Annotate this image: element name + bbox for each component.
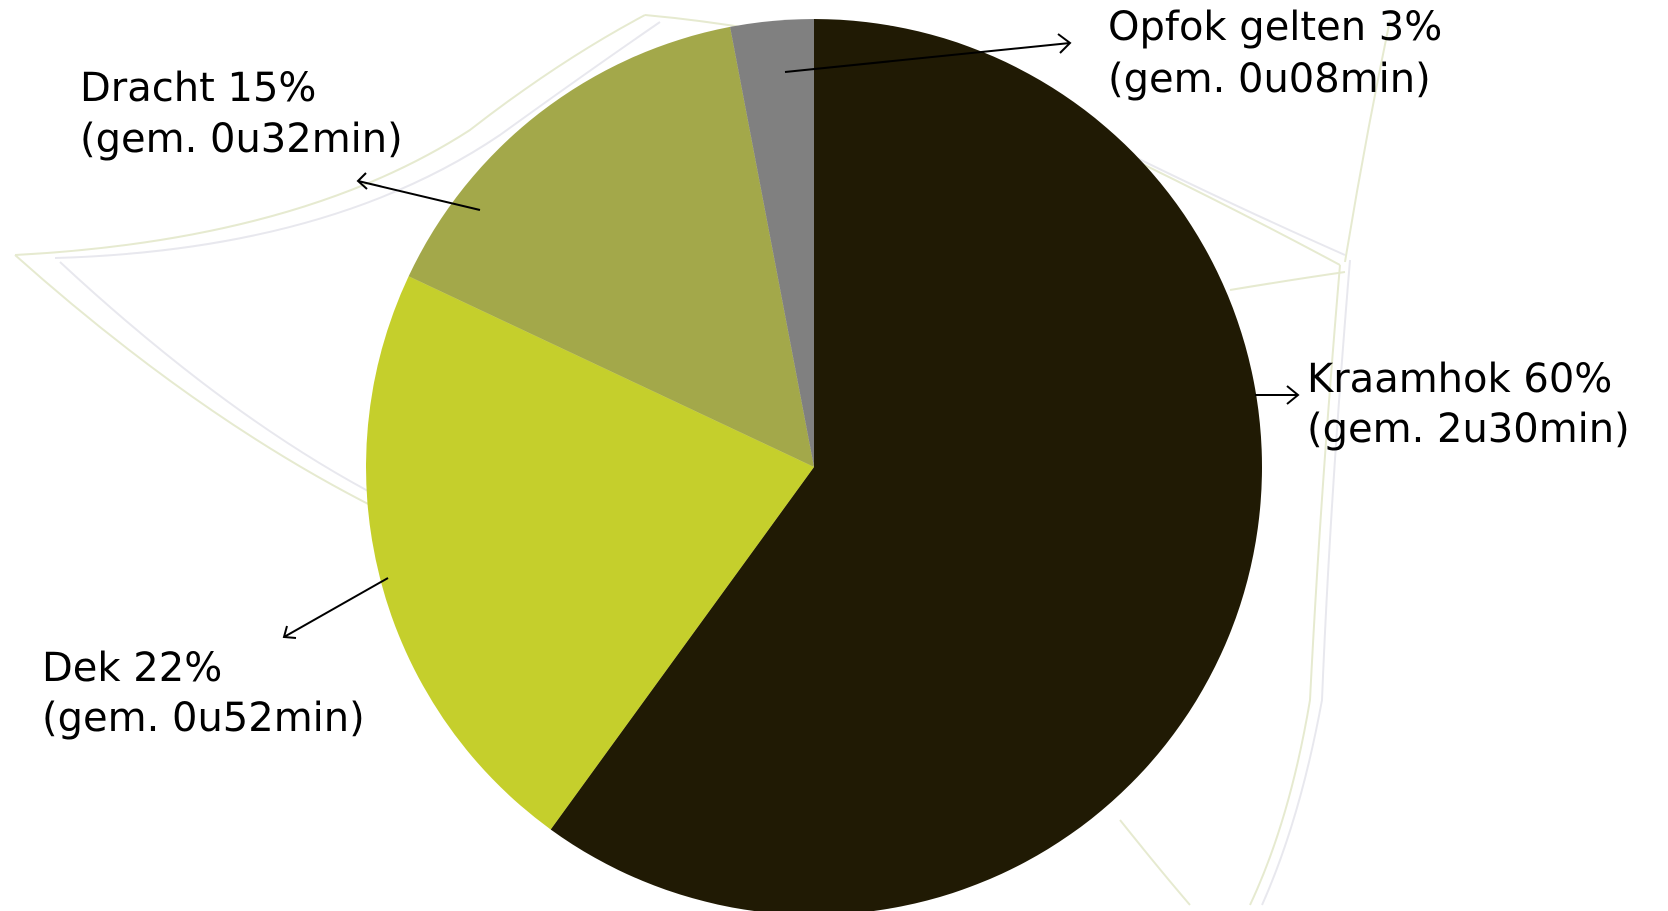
pie-slices bbox=[366, 19, 1262, 911]
leader-lines bbox=[282, 33, 1300, 639]
pie-slice-dracht bbox=[408, 26, 814, 468]
arrowhead-dracht bbox=[356, 172, 368, 190]
slice-label-dek-sub: (gem. 0u52min) bbox=[42, 695, 365, 741]
pie-slice-opfok bbox=[730, 19, 814, 467]
slice-label-kraamhok: Kraamhok 60% (gem. 2u30min) bbox=[1307, 356, 1630, 452]
slice-label-dek: Dek 22% (gem. 0u52min) bbox=[42, 645, 365, 741]
pie-slice-dek bbox=[366, 276, 814, 830]
slice-label-opfok-gelten: Opfok gelten 3% (gem. 0u08min) bbox=[1108, 4, 1442, 102]
arrowhead-kraamhok bbox=[1286, 385, 1300, 405]
leader-line-dek bbox=[283, 577, 389, 638]
slice-label-kraamhok-sub: (gem. 2u30min) bbox=[1307, 406, 1630, 452]
arrowhead-dek bbox=[282, 625, 297, 639]
leader-line-opfok-gelten bbox=[784, 42, 1071, 73]
slice-label-opfok-gelten-main: Opfok gelten 3% bbox=[1108, 4, 1442, 50]
pie-slice-kraamhok bbox=[550, 19, 1262, 911]
slice-label-dracht: Dracht 15% (gem. 0u32min) bbox=[80, 65, 403, 162]
slice-label-kraamhok-main: Kraamhok 60% bbox=[1307, 356, 1612, 402]
arrowhead-opfok-gelten bbox=[1057, 33, 1072, 54]
leader-line-dracht bbox=[357, 180, 481, 211]
slice-label-opfok-gelten-sub: (gem. 0u08min) bbox=[1108, 56, 1431, 102]
slice-label-dek-main: Dek 22% bbox=[42, 645, 222, 691]
slice-label-dracht-sub: (gem. 0u32min) bbox=[80, 116, 403, 162]
slice-label-dracht-main: Dracht 15% bbox=[80, 65, 316, 111]
